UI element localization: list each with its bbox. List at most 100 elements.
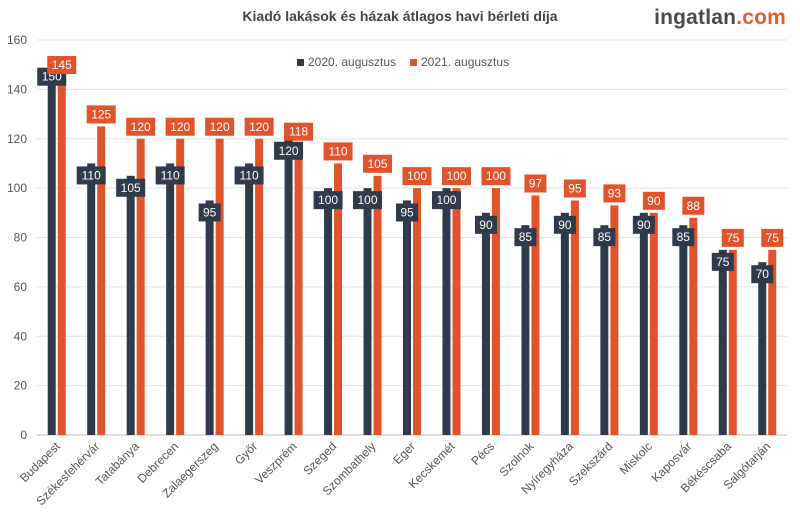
bar-2020	[245, 163, 254, 435]
bar-2020	[205, 200, 214, 435]
data-label-box	[402, 167, 432, 186]
bar-2020	[758, 262, 767, 435]
y-tick-label: 160	[7, 33, 27, 47]
data-label-box	[244, 117, 274, 136]
y-tick-label: 100	[7, 181, 27, 195]
y-tick-label: 80	[14, 231, 28, 245]
bar-2021	[570, 200, 579, 435]
logo-brand: ingatlan	[654, 6, 737, 29]
bar-2021	[610, 205, 619, 435]
data-label-box	[761, 228, 784, 247]
data-label-box	[396, 203, 418, 222]
data-label-box	[284, 122, 314, 141]
bar-2021	[649, 212, 658, 435]
data-label: 120	[131, 120, 151, 134]
data-label: 90	[558, 218, 572, 232]
data-label: 120	[210, 120, 230, 134]
data-label-box	[514, 228, 537, 247]
bar-2020	[600, 225, 609, 435]
bar-2020	[639, 212, 648, 435]
data-label: 120	[249, 120, 269, 134]
y-tick-label: 0	[20, 428, 27, 442]
bar-2020	[521, 225, 530, 435]
data-label-box	[323, 142, 353, 161]
data-label: 90	[637, 218, 651, 232]
data-label: 93	[608, 186, 622, 200]
bar-2020	[679, 225, 688, 435]
logo-tld: .com	[736, 6, 786, 29]
data-label-box	[441, 167, 471, 186]
bar-2021	[334, 163, 343, 435]
data-label: 105	[368, 157, 388, 171]
data-label-box	[721, 228, 744, 247]
bar-2020	[284, 138, 293, 435]
bar-2021	[728, 249, 737, 435]
data-label-box	[363, 154, 393, 173]
data-label-box	[682, 196, 705, 215]
bar-2021	[136, 138, 145, 435]
data-label: 95	[203, 205, 217, 219]
data-label: 90	[479, 218, 493, 232]
bar-2021	[491, 188, 500, 435]
data-label-box	[313, 191, 343, 210]
data-label-box	[751, 265, 774, 284]
data-label-box	[553, 215, 576, 234]
data-label: 100	[486, 169, 506, 183]
data-label: 90	[647, 194, 661, 208]
y-tick-label: 20	[14, 379, 28, 393]
data-label-box	[165, 117, 195, 136]
y-tick-label: 60	[14, 280, 28, 294]
bar-2020	[560, 212, 569, 435]
x-tick-label: Veszprém	[252, 439, 300, 487]
data-label: 75	[766, 231, 780, 245]
data-label: 85	[598, 230, 612, 244]
bar-2021	[255, 138, 264, 435]
bar-2021	[768, 249, 777, 435]
y-tick-label: 120	[7, 132, 27, 146]
data-label-box	[234, 166, 264, 185]
bar-2020	[718, 249, 727, 435]
data-label: 100	[446, 169, 466, 183]
data-label: 100	[318, 193, 338, 207]
bar-2021	[452, 188, 461, 435]
bar-2020	[126, 175, 135, 435]
data-label-box	[116, 178, 146, 197]
data-label-box	[205, 117, 235, 136]
data-label-box	[155, 166, 185, 185]
bar-2020	[324, 188, 333, 435]
data-label-box	[86, 105, 116, 124]
x-tick-label: Eger	[390, 439, 418, 467]
data-label: 120	[170, 120, 190, 134]
bar-2021	[373, 175, 382, 435]
brand-logo: ingatlan.com	[654, 6, 786, 30]
data-label-box	[672, 228, 695, 247]
data-label: 85	[677, 230, 691, 244]
bar-2021	[57, 77, 66, 435]
data-label: 88	[687, 199, 701, 213]
data-label-box	[593, 228, 616, 247]
data-label-box	[198, 203, 221, 222]
legend-swatch	[297, 59, 304, 66]
data-label: 70	[756, 267, 770, 281]
data-label: 75	[716, 255, 730, 269]
bar-2020	[403, 200, 411, 435]
legend-label: 2020. augusztus	[308, 55, 396, 69]
bar-2021	[413, 188, 421, 435]
chart-title: Kiadó lakások és házak átlagos havi bérl…	[242, 8, 558, 24]
bar-2020	[363, 188, 372, 435]
data-label-box	[524, 174, 547, 193]
bar-2020	[87, 163, 96, 435]
bar-2020	[481, 212, 490, 435]
bar-2020	[47, 64, 56, 435]
data-label: 118	[289, 125, 308, 139]
bar-2021	[97, 126, 106, 435]
x-tick-label: Szeged	[300, 439, 339, 478]
data-label-box	[274, 141, 304, 160]
bar-2021	[689, 217, 698, 435]
bar-2020	[442, 188, 451, 435]
data-label: 95	[400, 205, 414, 219]
data-label-box	[431, 191, 461, 210]
data-label: 110	[328, 144, 347, 158]
x-tick-label: Győr	[232, 439, 260, 467]
